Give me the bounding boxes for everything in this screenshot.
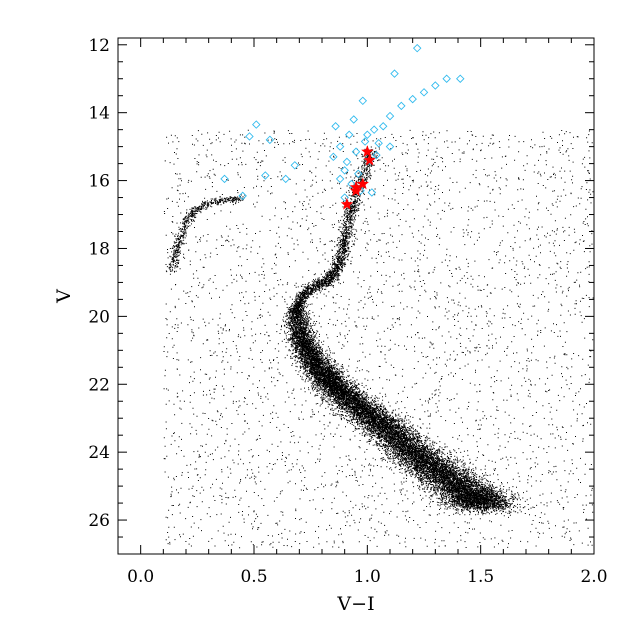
y-tick-label: 22: [88, 375, 110, 395]
y-tick-label: 14: [88, 104, 110, 124]
y-tick-label: 12: [88, 36, 110, 56]
diamond-marker: [385, 142, 395, 151]
diamond-marker: [374, 139, 383, 148]
diamond-marker: [419, 88, 429, 97]
diamond-marker: [281, 174, 290, 184]
diamond-marker: [265, 135, 275, 145]
x-tick-label: 1.5: [467, 567, 494, 587]
x-tick-label: 1.0: [354, 567, 381, 587]
diamond-marker: [408, 94, 417, 104]
diamond-marker: [344, 130, 354, 139]
y-tick-label: 24: [88, 443, 110, 463]
x-tick-label: 0.5: [240, 567, 267, 587]
y-tick-label: 26: [88, 511, 110, 531]
field-star-points: [163, 129, 594, 549]
diamond-marker: [390, 69, 399, 78]
diamond-marker: [372, 150, 381, 160]
diamond-marker: [442, 74, 451, 83]
x-tick-label: 2.0: [580, 567, 607, 587]
diamond-marker: [261, 171, 270, 180]
diamond-marker: [329, 152, 338, 162]
diamond-marker: [347, 179, 356, 189]
diamond-marker: [340, 166, 349, 175]
points-layer: [163, 43, 594, 549]
diamond-marker: [331, 122, 340, 131]
axes-layer: 0.0 0.5 1.0 1.5 2.0 12 14 16 18 20 22 24 26: [88, 36, 607, 587]
star-marker: [349, 184, 363, 197]
diamond-marker: [385, 111, 395, 121]
diamond-marker: [397, 101, 406, 111]
star-marker: [361, 145, 374, 157]
star-marker: [356, 177, 369, 190]
y-tick-label: 20: [88, 307, 110, 327]
diamond-marker: [367, 188, 377, 197]
x-axis-label: V−I: [336, 593, 374, 615]
diamond-marker: [363, 130, 372, 139]
y-tick-label: 16: [88, 172, 110, 192]
diamond-marker: [369, 125, 379, 134]
diamond-marker: [342, 157, 352, 167]
diamond-marker: [238, 191, 247, 201]
diamond-marker: [360, 137, 370, 146]
y-axis-label: V: [53, 289, 75, 304]
diamond-marker: [252, 120, 261, 129]
diamond-marker: [245, 132, 254, 141]
diamond-marker: [220, 174, 229, 184]
star-marker: [340, 197, 354, 210]
diamond-marker: [290, 161, 300, 170]
diamond-marker: [412, 43, 422, 53]
star-marker: [363, 153, 376, 166]
diamond-marker: [349, 115, 358, 124]
diamond-marker: [335, 142, 345, 151]
diamond-marker: [340, 193, 349, 202]
diamond-marker: [351, 147, 361, 156]
y-tick-label: 18: [88, 239, 110, 259]
diamond-marker: [431, 81, 440, 90]
diamond-marker: [456, 74, 465, 83]
plot-frame: [117, 37, 595, 555]
diamond-marker: [354, 169, 363, 179]
diamond-marker: [358, 96, 368, 106]
diamond-marker: [335, 174, 345, 184]
diamond-marker: [378, 122, 388, 131]
x-tick-label: 0.0: [127, 567, 154, 587]
